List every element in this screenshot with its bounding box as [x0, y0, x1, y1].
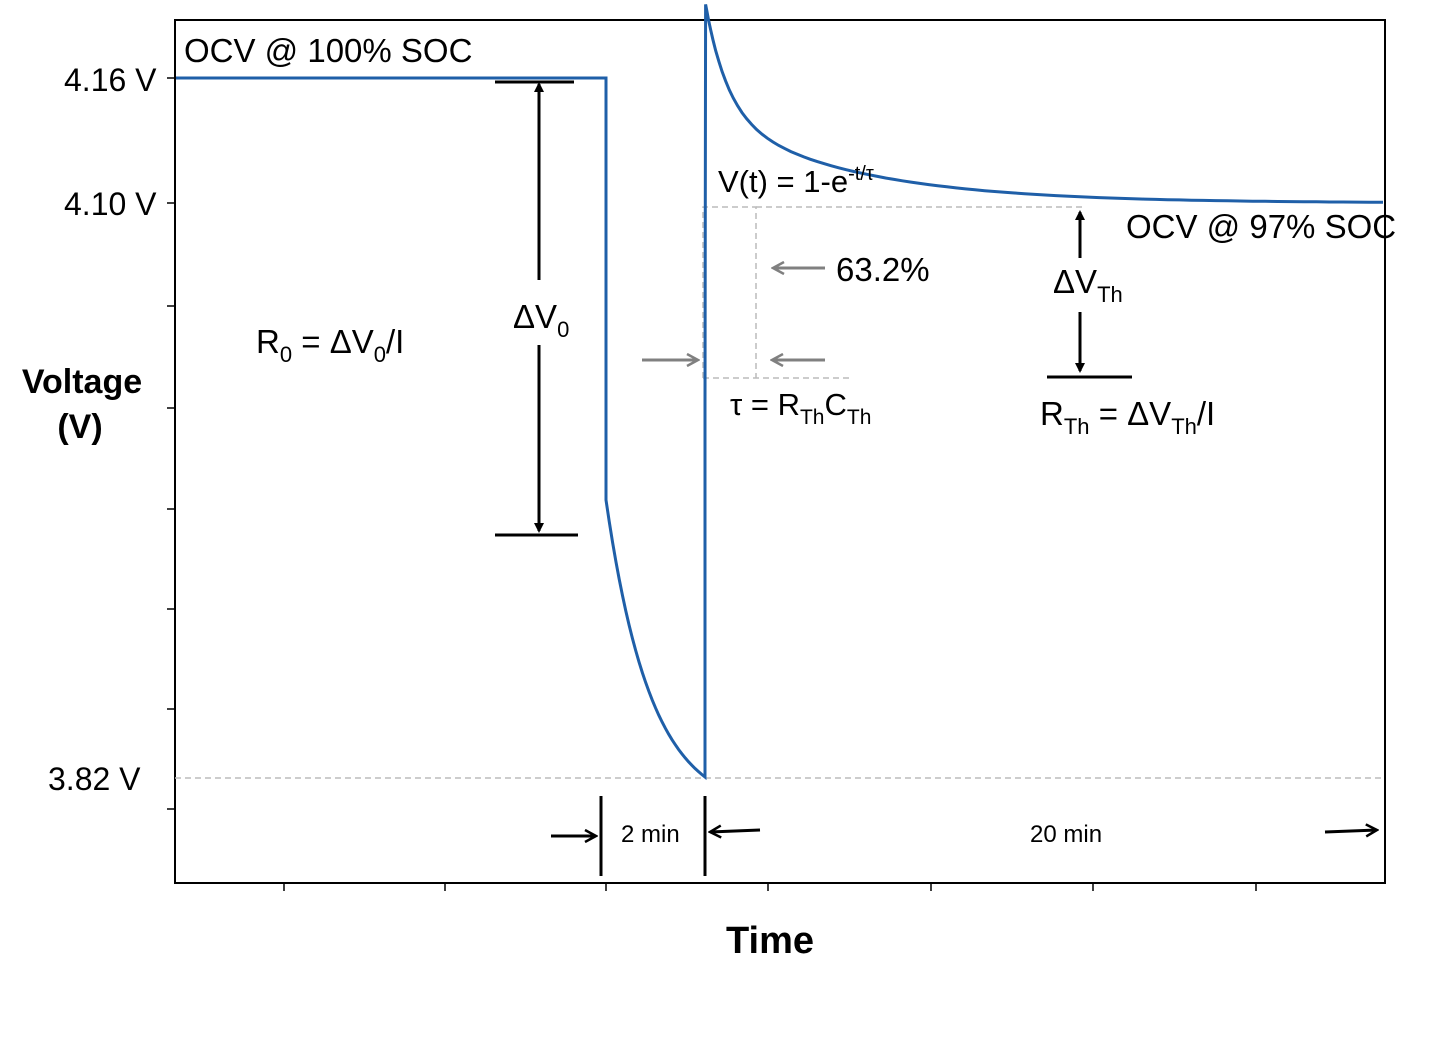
y-axis-label-line2: (V)	[57, 408, 102, 446]
y-tick-label-4-16: 4.16 V	[64, 62, 157, 98]
pct-label: 63.2%	[836, 251, 930, 288]
delta-vth-bracket	[1047, 210, 1132, 379]
y-axis-ticks	[167, 77, 175, 810]
r0-equation: R0 = ΔV0/I	[256, 323, 404, 367]
plot-frame	[174, 19, 1386, 884]
rth-equation: RTh = ΔVTh/I	[1040, 395, 1215, 439]
twenty-min-label: 20 min	[1030, 821, 1102, 848]
x-axis-label: Time	[726, 920, 814, 962]
interval-markers	[551, 796, 1377, 876]
delta-vth-label: ΔVTh	[1053, 263, 1123, 307]
reference-dashes	[175, 206, 1383, 779]
y-tick-label-3-82: 3.82 V	[48, 761, 141, 797]
voltage-curve	[176, 4, 1384, 781]
y-tick-label-4-10: 4.10 V	[64, 186, 157, 222]
vt-equation: V(t) = 1-e-t/τ	[718, 163, 874, 199]
y-axis-label-line1: Voltage	[22, 363, 142, 401]
ocv-100-label: OCV @ 100% SOC	[184, 32, 472, 69]
x-axis-ticks	[283, 883, 1257, 891]
ocv-97-label: OCV @ 97% SOC	[1126, 208, 1396, 245]
tau-equation: τ = RThCTh	[730, 387, 871, 429]
delta-v0-label: ΔV0	[513, 298, 569, 342]
two-min-label: 2 min	[621, 821, 680, 848]
delta-v0-bracket	[495, 80, 578, 537]
